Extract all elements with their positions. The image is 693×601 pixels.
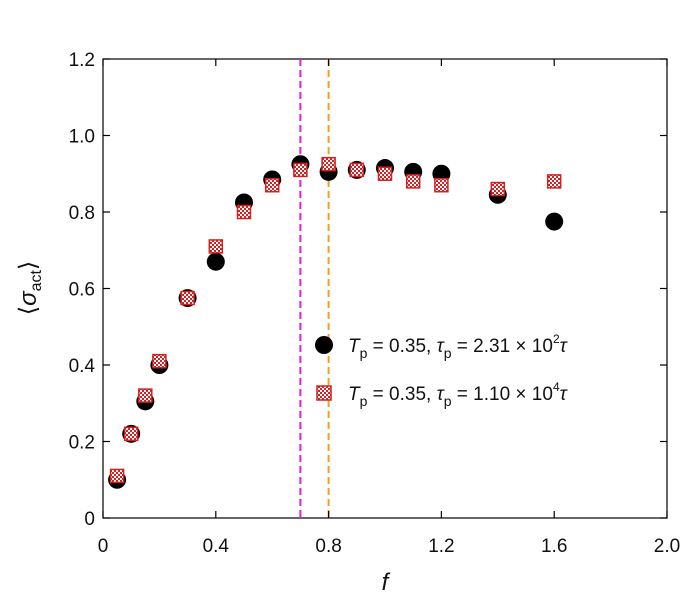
y-tick-label: 1.0 [69, 127, 95, 148]
x-axis-title: f [382, 569, 391, 596]
axis-ticks [102, 58, 668, 519]
legend-marker-square [316, 385, 332, 401]
point-series-2 [152, 353, 167, 369]
point-series-2 [109, 468, 125, 484]
point-series-2 [546, 174, 562, 189]
point-series-2 [180, 290, 195, 306]
legend-entry-series-1: Tp = 0.35, τp = 2.31 × 102τ [315, 332, 569, 361]
y-axis-title: ⟨σact⟩ [15, 261, 45, 316]
tick-labels: 0 0.4 0.8 1.2 1.6 2.0 0 0.2 0.4 0.6 0.8 1.0 1.2 [69, 50, 681, 557]
legend-label-series-2: Tp = 0.35, τp = 1.10 × 104τ [348, 380, 569, 409]
point-series-2 [264, 177, 280, 193]
y-tick-label: 0.8 [69, 203, 95, 224]
point-series-2 [123, 426, 139, 442]
y-tick-label: 0.4 [69, 356, 96, 377]
x-tick-label: 0.8 [315, 536, 341, 557]
y-tick-label: 0 [84, 509, 95, 530]
point-series-2 [434, 177, 449, 193]
x-tick-label: 1.2 [428, 536, 454, 557]
point-series-2 [405, 174, 421, 189]
point-series-2 [377, 166, 393, 181]
point-series-2 [208, 239, 224, 254]
point-series-2 [349, 162, 365, 178]
point-series-2 [293, 162, 308, 178]
legend-label-series-1: Tp = 0.35, τp = 2.31 × 102τ [348, 332, 569, 361]
reference-lines [299, 59, 330, 518]
plot-frame [102, 58, 668, 519]
y-tick-label: 1.2 [69, 50, 95, 71]
legend: Tp = 0.35, τp = 2.31 × 102τ Tp = 0.35, τ… [315, 332, 569, 409]
point-series-2 [138, 388, 153, 403]
legend-entry-series-2: Tp = 0.35, τp = 1.10 × 104τ [316, 380, 569, 409]
point-series-2 [321, 156, 336, 172]
legend-marker-circle [315, 336, 333, 354]
x-tick-label: 0.4 [203, 536, 230, 557]
y-tick-label: 0.2 [69, 433, 95, 454]
point-series-1 [206, 252, 225, 271]
data-points [108, 155, 564, 489]
point-series-1 [545, 212, 564, 231]
x-tick-label: 2.0 [654, 536, 680, 557]
x-tick-label: 0 [98, 536, 109, 557]
point-series-2 [490, 181, 506, 197]
y-tick-label: 0.6 [69, 280, 95, 301]
point-series-2 [236, 204, 252, 220]
x-tick-label: 1.6 [541, 536, 567, 557]
